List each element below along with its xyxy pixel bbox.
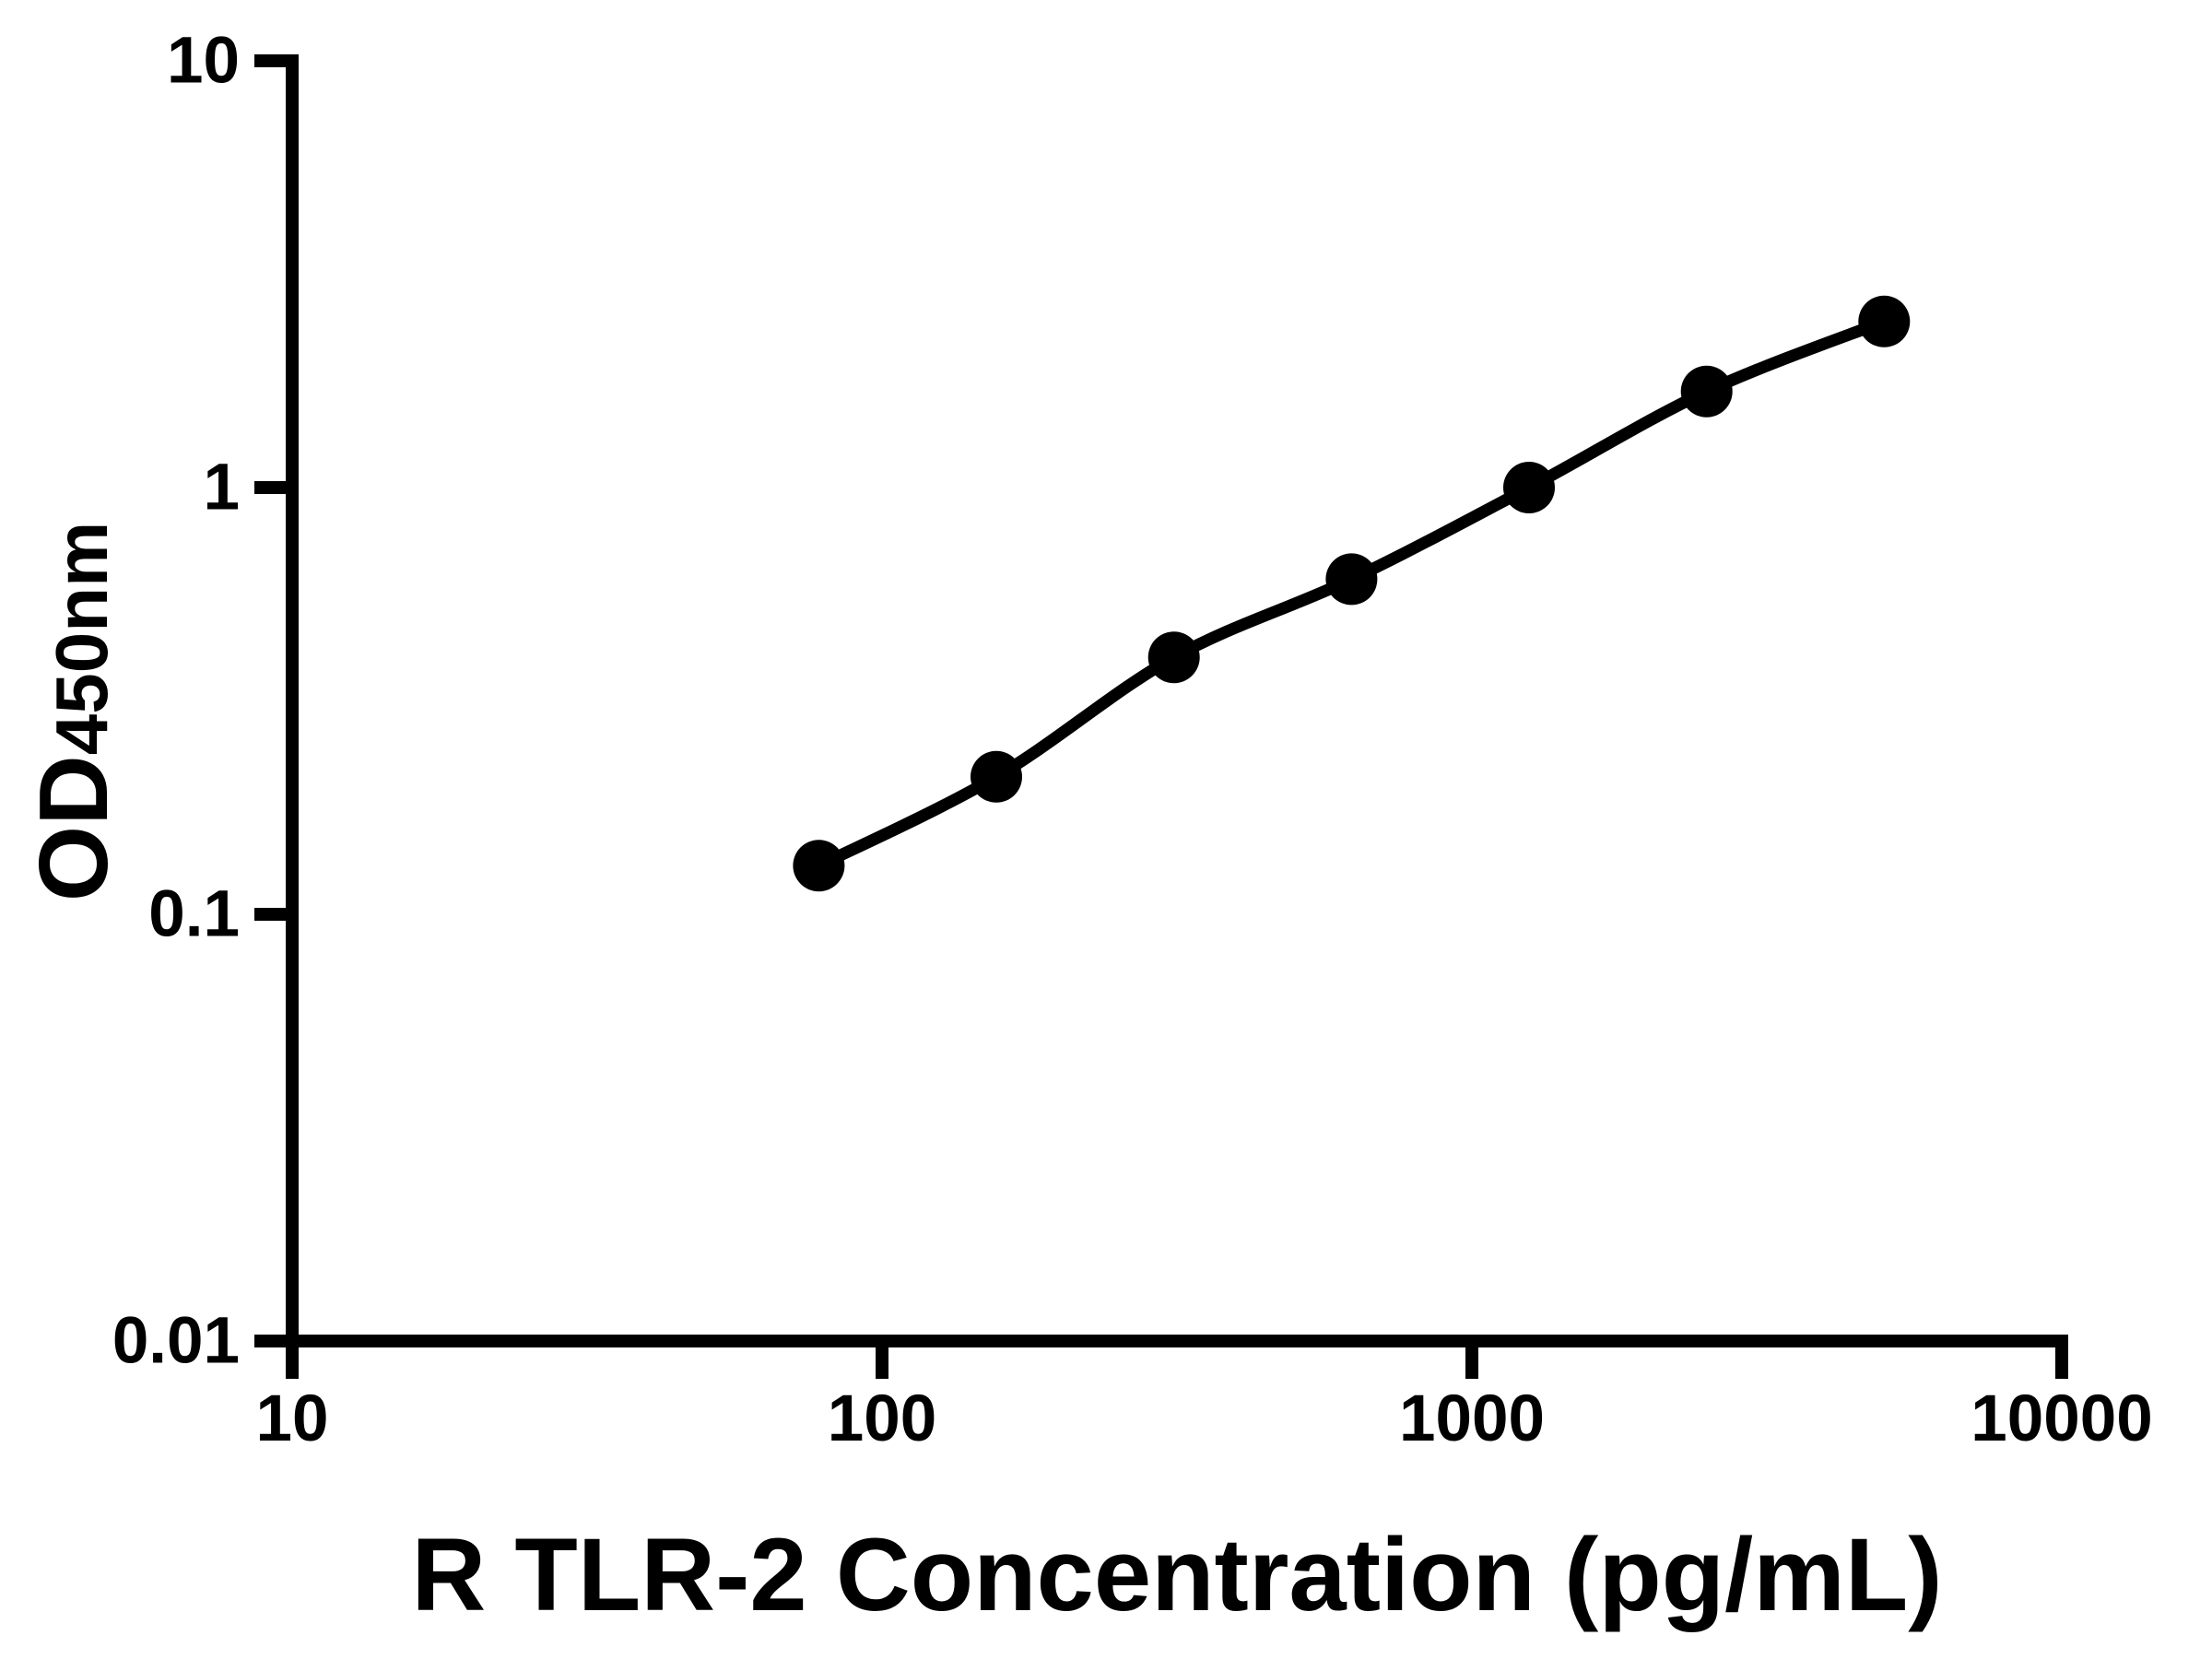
data-point-marker	[1325, 553, 1378, 606]
x-tick-label-100: 100	[827, 1382, 937, 1455]
y-tick-label-10: 10	[167, 24, 240, 98]
x-tick-label-1000: 1000	[1399, 1382, 1545, 1455]
y-tick-label-1: 1	[203, 451, 241, 524]
y-axis-title-main: OD	[19, 755, 128, 902]
x-axis-title: R TLR-2 Concentration (pg/mL)	[411, 1517, 1943, 1632]
y-tick-label-0-1: 0.1	[148, 877, 240, 951]
data-point-marker	[793, 840, 845, 892]
data-point-marker	[1680, 365, 1733, 418]
data-point-marker	[1503, 462, 1555, 513]
y-axis-title: OD450nm	[19, 521, 128, 901]
data-point-marker	[1858, 295, 1911, 347]
y-axis-title-subscript: 450nm	[41, 521, 123, 756]
data-point-marker	[1147, 631, 1200, 684]
x-tick-label-10: 10	[255, 1382, 329, 1455]
data-point-marker	[971, 750, 1022, 803]
y-tick-label-0-01: 0.01	[112, 1304, 240, 1378]
x-tick-label-10000: 10000	[1971, 1382, 2153, 1455]
